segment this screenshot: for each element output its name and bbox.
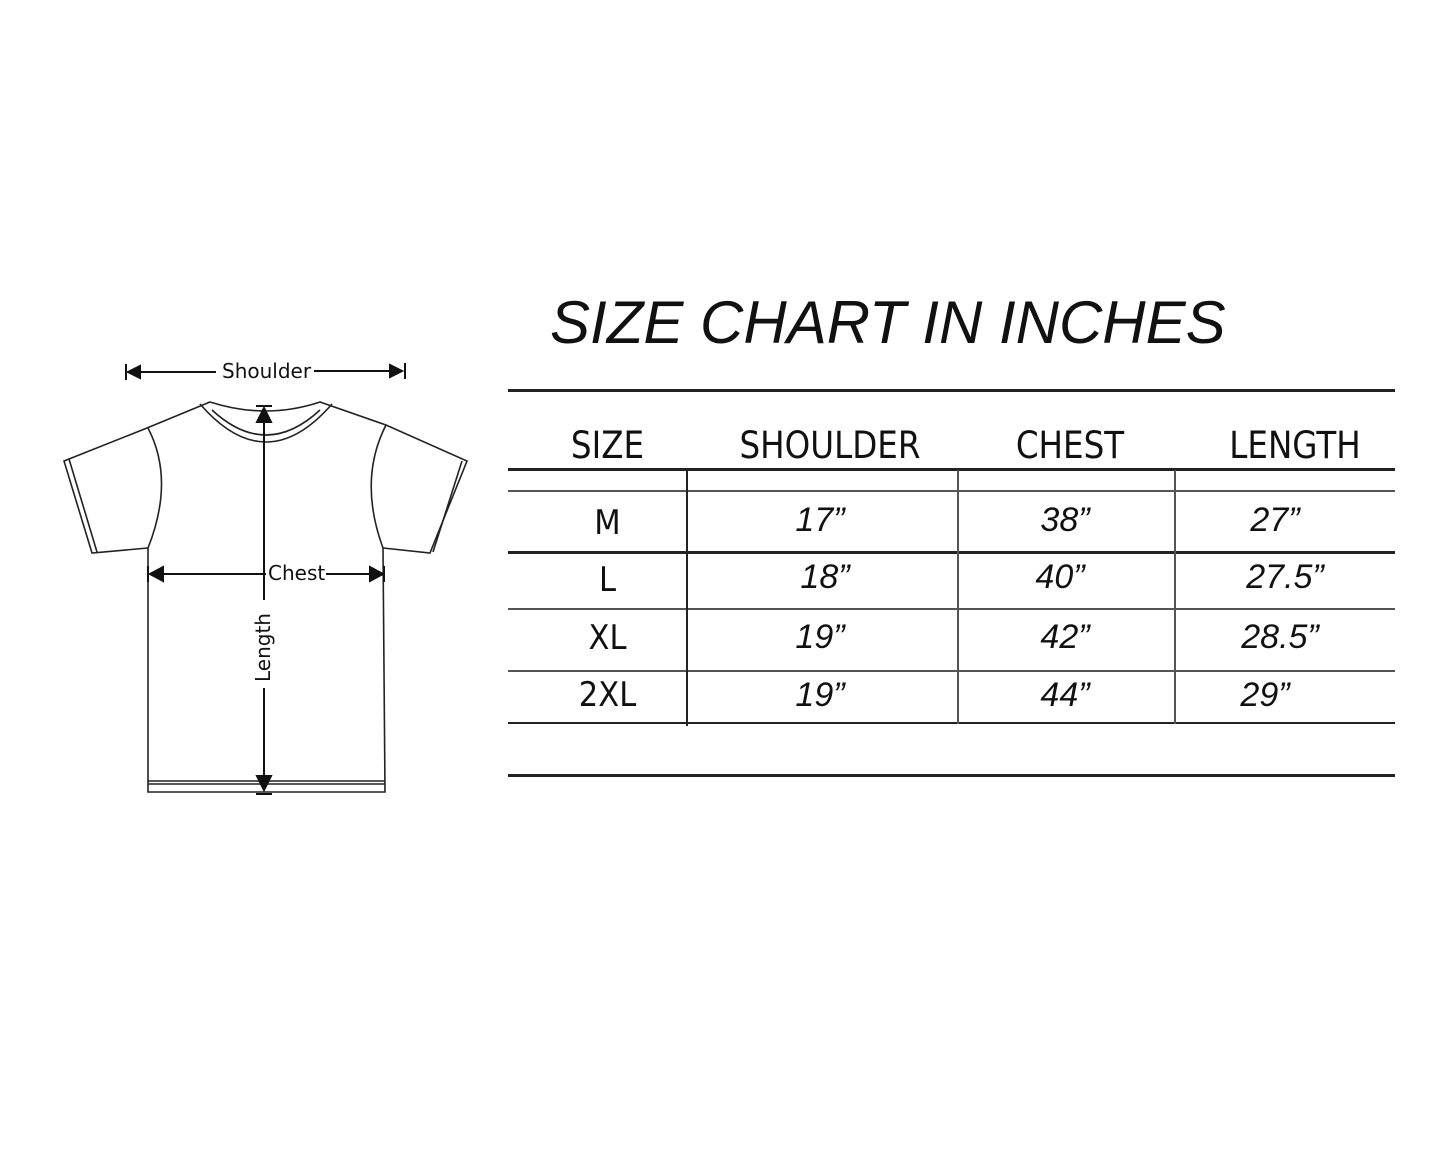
column-rule — [957, 470, 959, 724]
header-chest: CHEST — [1015, 424, 1125, 467]
shoulder-cell: 17” — [795, 501, 845, 539]
length-cell: 28.5” — [1241, 618, 1319, 656]
size-cell: XL — [588, 618, 627, 658]
shoulder-cell: 19” — [795, 676, 845, 714]
shoulder-label: Shoulder — [222, 359, 312, 383]
chest-cell: 42” — [1040, 618, 1090, 656]
shoulder-cell: 19” — [795, 618, 845, 656]
column-rule — [686, 470, 688, 726]
column-rule — [1174, 470, 1176, 724]
length-arrow — [255, 405, 273, 795]
header-rule — [508, 468, 1395, 471]
size-cell: L — [598, 560, 617, 600]
size-cell: 2XL — [578, 675, 637, 715]
page-title: SIZE CHART IN INCHES — [550, 289, 1226, 356]
row-rule — [508, 551, 1395, 554]
row-rule — [508, 490, 1395, 492]
length-cell: 27.5” — [1246, 558, 1324, 596]
tshirt-outline — [63, 401, 469, 793]
header-size: SIZE — [570, 424, 645, 467]
length-cell: 27” — [1250, 501, 1300, 539]
size-cell: M — [594, 503, 621, 543]
chest-arrow — [147, 565, 386, 583]
length-label: Length — [251, 613, 275, 682]
table-top-rule — [508, 389, 1395, 392]
chest-cell: 38” — [1040, 501, 1090, 539]
header-shoulder: SHOULDER — [739, 424, 921, 467]
table-bottom-rule — [508, 774, 1395, 777]
row-rule — [508, 670, 1395, 672]
chest-cell: 44” — [1040, 676, 1090, 714]
length-cell: 29” — [1240, 676, 1290, 714]
row-rule — [508, 608, 1395, 610]
chest-label: Chest — [268, 561, 325, 585]
header-length: LENGTH — [1229, 424, 1361, 467]
shoulder-arrow — [125, 363, 406, 380]
chest-cell: 40” — [1035, 558, 1085, 596]
tshirt-diagram: Shoulder Chest Length — [63, 359, 469, 795]
shoulder-cell: 18” — [800, 558, 850, 596]
row-rule — [508, 722, 1395, 724]
